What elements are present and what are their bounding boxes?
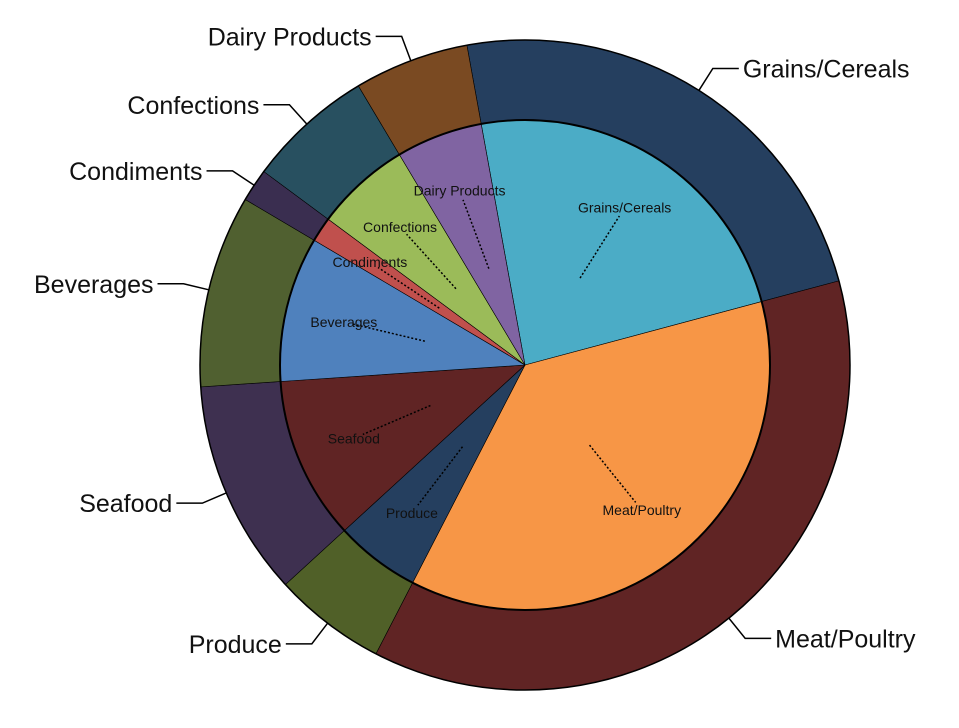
inner-leader-lines [353,199,637,506]
outer-label-confections: Confections [127,92,259,120]
outer-leader-meat-poultry [728,617,772,640]
outer-ring-border [199,39,851,691]
inner-leader-produce [417,446,464,506]
inner-label-beverages: Beverages [310,314,377,330]
outer-leader-lines [157,35,772,645]
outer-leader-beverages [157,283,209,291]
inner-leader-seafood [362,404,431,436]
outer-label-condiments: Condiments [69,158,202,186]
inner-labels: Grains/Cereals Meat/Poultry Produce Seafood… [310,183,681,521]
inner-label-grains-cereals: Grains/Cereals [578,200,671,216]
outer-label-meat-poultry: Meat/Poultry [775,625,916,653]
outer-leader-dairy-products [375,35,412,61]
inner-leader-dairy-products [462,199,490,269]
inner-label-dairy-products: Dairy Products [414,183,506,199]
outer-leader-confections [263,104,308,125]
inner-leader-meat-poultry [588,444,637,503]
inner-ring-border [279,119,771,611]
outer-leader-condiments [206,170,255,186]
outer-leader-produce [285,622,329,645]
outer-label-beverages: Beverages [34,271,154,299]
inner-leader-confections [406,233,457,290]
inner-label-condiments: Condiments [333,254,408,270]
inner-label-confections: Confections [363,219,437,235]
inner-label-produce: Produce [386,505,438,521]
inner-leader-grains-cereals [579,215,621,279]
outer-labels: Grains/Cereals Meat/Poultry Produce Seafood… [34,23,916,658]
ring-borders [199,39,851,691]
outer-label-grains-cereals: Grains/Cereals [743,55,910,83]
outer-label-dairy-products: Dairy Products [208,23,372,51]
outer-label-seafood: Seafood [79,490,172,518]
inner-pie [279,119,771,611]
outer-leader-grains-cereals [698,67,739,91]
inner-label-seafood: Seafood [328,430,380,446]
inner-leader-beverages [353,323,426,342]
inner-leader-condiments [377,266,440,309]
inner-label-meat-poultry: Meat/Poultry [603,502,682,518]
outer-leader-seafood [176,492,227,504]
outer-label-produce: Produce [189,631,282,659]
